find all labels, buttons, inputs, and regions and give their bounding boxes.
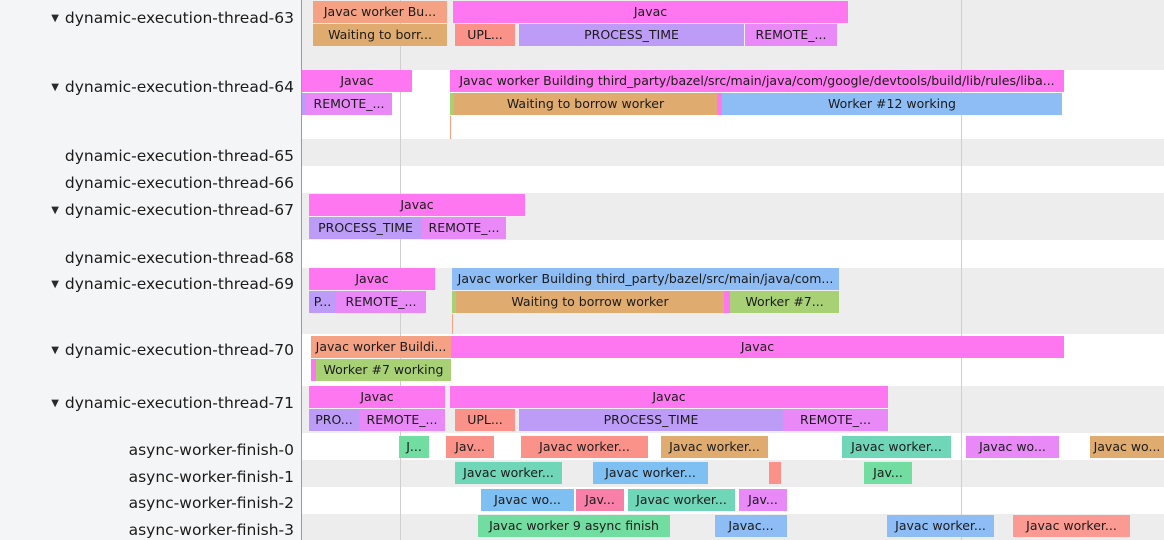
- flow-arrow-tick: [452, 314, 453, 334]
- trace-slice[interactable]: Jav...: [739, 489, 787, 511]
- trace-slice[interactable]: Waiting to borrow worker: [454, 93, 717, 115]
- track-label-dynamic-execution-thread-63[interactable]: ▼ dynamic-execution-thread-63: [0, 5, 294, 32]
- trace-slice[interactable]: Javac wo...: [481, 489, 574, 511]
- trace-slice[interactable]: Worker #12 working: [722, 93, 1062, 115]
- trace-slice[interactable]: PROCESS_TIME: [519, 409, 783, 431]
- track-name: async-worker-finish-1: [128, 468, 294, 486]
- chevron-down-icon[interactable]: ▼: [51, 345, 59, 356]
- trace-slice[interactable]: Worker #7 working: [316, 359, 451, 381]
- trace-slice[interactable]: UPL...: [455, 409, 515, 431]
- track-name: async-worker-finish-0: [128, 441, 294, 459]
- chevron-down-icon[interactable]: ▼: [51, 205, 59, 216]
- trace-slice[interactable]: Worker #7...: [730, 291, 839, 313]
- trace-slice[interactable]: [311, 359, 317, 381]
- chevron-down-icon[interactable]: ▼: [51, 82, 59, 93]
- trace-slice[interactable]: Waiting to borrow worker: [456, 291, 724, 313]
- track-name: dynamic-execution-thread-64: [64, 78, 294, 96]
- track-label-dynamic-execution-thread-71[interactable]: ▼ dynamic-execution-thread-71: [0, 390, 294, 417]
- trace-slice[interactable]: Jav...: [576, 489, 624, 511]
- trace-slice[interactable]: Javac worker Building third_party/bazel/…: [450, 70, 1064, 92]
- trace-slice[interactable]: [717, 93, 723, 115]
- track-label-async-worker-finish-3[interactable]: ▼async-worker-finish-3: [0, 517, 294, 540]
- track-name: dynamic-execution-thread-66: [64, 174, 294, 192]
- trace-slice[interactable]: Javac: [453, 1, 848, 23]
- trace-slice[interactable]: J...: [399, 436, 429, 458]
- track-label-dynamic-execution-thread-64[interactable]: ▼ dynamic-execution-thread-64: [0, 74, 294, 101]
- track-label-async-worker-finish-0[interactable]: ▼async-worker-finish-0: [0, 437, 294, 464]
- trace-slice[interactable]: Javac: [450, 386, 888, 408]
- flow-arrow-tick: [450, 116, 451, 139]
- trace-slice[interactable]: Jav...: [864, 462, 912, 484]
- trace-slice[interactable]: Javac worker...: [455, 462, 562, 484]
- trace-slice[interactable]: PROCESS_TIME: [309, 217, 422, 239]
- trace-slice[interactable]: Javac: [451, 336, 1064, 358]
- trace-slice[interactable]: REMOTE_...: [336, 291, 426, 313]
- trace-slice[interactable]: REMOTE_...: [745, 24, 837, 46]
- trace-slice[interactable]: Javac worker Building third_party/bazel/…: [452, 268, 839, 290]
- track-name: async-worker-finish-2: [128, 494, 294, 512]
- track-name: dynamic-execution-thread-69: [64, 275, 294, 293]
- trace-slice[interactable]: Jav...: [446, 436, 494, 458]
- track-name: dynamic-execution-thread-67: [64, 201, 294, 219]
- track-name: dynamic-execution-thread-68: [64, 249, 294, 267]
- trace-slice[interactable]: [452, 291, 458, 313]
- trace-slice[interactable]: Javac worker Bu...: [313, 1, 447, 23]
- trace-slice[interactable]: REMOTE_...: [783, 409, 888, 431]
- trace-slice[interactable]: Javac worker 9 async finish: [478, 515, 670, 537]
- trace-slice[interactable]: Javac wo...: [966, 436, 1059, 458]
- track-label-dynamic-execution-thread-65[interactable]: ▼dynamic-execution-thread-65: [0, 143, 294, 170]
- track-name: async-worker-finish-3: [128, 521, 294, 539]
- trace-slice[interactable]: Javac worker Buildi...: [311, 336, 451, 358]
- trace-slice[interactable]: PRO...: [309, 409, 359, 431]
- track-label-dynamic-execution-thread-69[interactable]: ▼ dynamic-execution-thread-69: [0, 271, 294, 298]
- chevron-down-icon[interactable]: ▼: [51, 398, 59, 409]
- track-label-dynamic-execution-thread-70[interactable]: ▼ dynamic-execution-thread-70: [0, 337, 294, 364]
- trace-slice[interactable]: Javac wo...: [1090, 436, 1164, 458]
- trace-slice[interactable]: Waiting to borr...: [313, 24, 447, 46]
- track-name: dynamic-execution-thread-71: [64, 394, 294, 412]
- trace-slice[interactable]: Javac: [309, 268, 435, 290]
- track-label-dynamic-execution-thread-68[interactable]: ▼dynamic-execution-thread-68: [0, 245, 294, 272]
- sidebar-divider: [301, 0, 302, 540]
- trace-slice[interactable]: [302, 93, 308, 115]
- trace-slice[interactable]: UPL...: [455, 24, 515, 46]
- track-name: dynamic-execution-thread-70: [64, 341, 294, 359]
- trace-slice[interactable]: Javac: [309, 386, 445, 408]
- trace-slice[interactable]: REMOTE_...: [422, 217, 506, 239]
- track-label-dynamic-execution-thread-67[interactable]: ▼ dynamic-execution-thread-67: [0, 197, 294, 224]
- trace-slice[interactable]: Javac worker...: [593, 462, 708, 484]
- trace-slice[interactable]: Javac: [309, 194, 525, 216]
- track-label-async-worker-finish-2[interactable]: ▼async-worker-finish-2: [0, 490, 294, 517]
- trace-slice[interactable]: REMOTE_...: [306, 93, 392, 115]
- trace-slice[interactable]: Javac worker...: [887, 515, 994, 537]
- track-list-sidebar: ▼ dynamic-execution-thread-63 ▼ dynamic-exe…: [0, 0, 301, 540]
- chevron-down-icon[interactable]: ▼: [51, 13, 59, 24]
- trace-slice[interactable]: Javac worker...: [628, 489, 735, 511]
- track-label-async-worker-finish-1[interactable]: ▼async-worker-finish-1: [0, 464, 294, 491]
- trace-slice[interactable]: [769, 462, 781, 484]
- trace-slice[interactable]: Javac worker...: [521, 436, 648, 458]
- chevron-down-icon[interactable]: ▼: [51, 279, 59, 290]
- trace-slice[interactable]: [724, 291, 730, 313]
- trace-slice[interactable]: P...: [309, 291, 336, 313]
- trace-slice[interactable]: Javac: [302, 70, 412, 92]
- trace-slice[interactable]: REMOTE_...: [359, 409, 445, 431]
- trace-slice[interactable]: Javac worker...: [842, 436, 951, 458]
- flame-chart-canvas[interactable]: Javac worker Bu... Waiting to borr... Java…: [302, 0, 1164, 540]
- time-gridline: [961, 0, 962, 540]
- track-name: dynamic-execution-thread-65: [64, 147, 294, 165]
- trace-slice[interactable]: Javac...: [715, 515, 787, 537]
- trace-slice[interactable]: Javac worker...: [1013, 515, 1130, 537]
- track-name: dynamic-execution-thread-63: [64, 9, 294, 27]
- trace-slice[interactable]: PROCESS_TIME: [519, 24, 744, 46]
- track-label-dynamic-execution-thread-66[interactable]: ▼dynamic-execution-thread-66: [0, 170, 294, 197]
- trace-slice[interactable]: [450, 93, 456, 115]
- trace-slice[interactable]: Javac worker...: [661, 436, 768, 458]
